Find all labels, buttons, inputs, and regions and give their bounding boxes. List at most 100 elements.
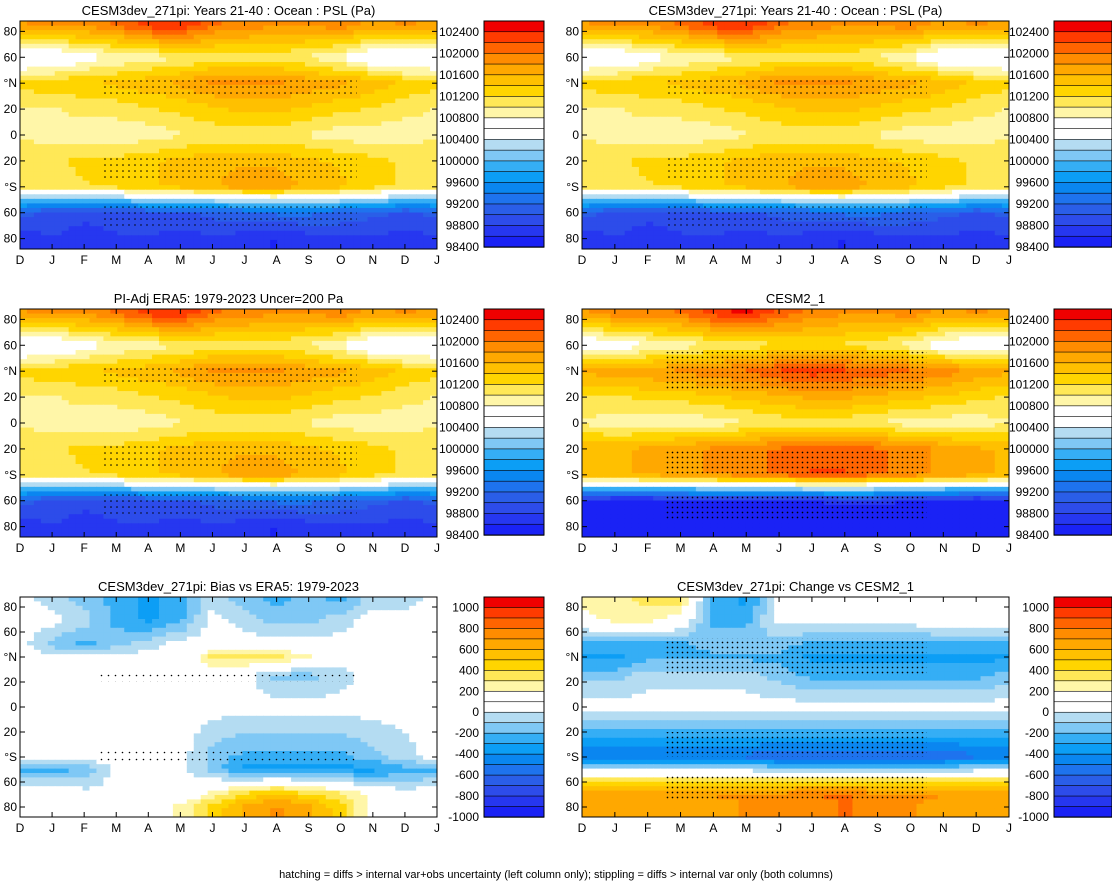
contour-cell xyxy=(159,66,167,72)
contour-cell xyxy=(200,103,209,109)
contour-cell xyxy=(207,239,216,246)
contour-cell xyxy=(695,21,704,27)
contour-cell xyxy=(40,116,49,122)
contour-cell xyxy=(731,148,740,154)
contour-cell xyxy=(40,244,49,249)
contour-cell xyxy=(430,153,437,159)
contour-cell xyxy=(304,107,313,113)
contour-cell xyxy=(33,153,42,159)
contour-cell xyxy=(888,116,896,122)
contour-cell xyxy=(277,139,285,145)
contour-cell xyxy=(774,93,782,100)
contour-cell xyxy=(959,93,967,100)
contour-cell xyxy=(40,212,49,218)
contour-cell xyxy=(270,30,278,36)
contour-cell xyxy=(859,135,868,141)
contour-cell xyxy=(298,103,306,109)
contour-cell xyxy=(360,107,369,113)
contour-cell xyxy=(207,21,216,27)
colorbar-label: 101200 xyxy=(439,89,479,103)
contour-cell xyxy=(866,98,875,104)
contour-cell xyxy=(26,89,35,95)
contour-cell xyxy=(277,25,285,31)
contour-cell xyxy=(214,194,223,200)
contour-cell xyxy=(859,139,868,145)
contour-cell xyxy=(291,93,299,100)
contour-cell xyxy=(47,194,56,200)
contour-cell xyxy=(660,93,668,100)
contour-cell xyxy=(284,130,292,136)
contour-cell xyxy=(235,116,243,122)
contour-cell xyxy=(823,30,832,36)
contour-cell xyxy=(674,71,683,77)
contour-cell xyxy=(110,30,118,36)
contour-cell xyxy=(353,157,362,163)
contour-cell xyxy=(96,130,104,136)
contour-cell xyxy=(186,185,195,191)
contour-cell xyxy=(695,130,704,136)
contour-cell xyxy=(980,66,989,72)
y-tick-label: 80 xyxy=(4,232,18,246)
contour-cell xyxy=(809,107,818,113)
contour-cell xyxy=(138,180,146,186)
contour-cell xyxy=(20,194,28,200)
contour-cell xyxy=(353,107,362,113)
contour-cell xyxy=(987,34,996,40)
contour-cell xyxy=(311,107,320,113)
contour-cell xyxy=(277,235,285,241)
contour-cell xyxy=(416,221,424,227)
contour-cell xyxy=(973,116,982,122)
contour-cell xyxy=(738,71,747,77)
contour-cell xyxy=(717,25,725,31)
contour-cell xyxy=(930,135,939,141)
contour-cell xyxy=(788,66,797,72)
contour-cell xyxy=(75,221,84,227)
contour-cell xyxy=(75,48,84,54)
contour-cell xyxy=(774,48,782,54)
contour-cell xyxy=(165,52,174,59)
contour-cell xyxy=(75,153,84,159)
contour-cell xyxy=(40,198,49,204)
contour-cell xyxy=(923,34,932,40)
contour-cell xyxy=(26,121,35,127)
contour-cell xyxy=(339,112,348,118)
contour-cell xyxy=(646,93,654,100)
contour-cell xyxy=(610,39,619,45)
contour-cell xyxy=(423,62,431,68)
contour-cell xyxy=(409,162,417,168)
contour-cell xyxy=(767,57,775,63)
contour-cell xyxy=(589,52,597,59)
contour-cell xyxy=(339,148,348,154)
contour-cell xyxy=(795,25,804,31)
contour-cell xyxy=(994,75,1003,81)
contour-cell xyxy=(695,116,704,122)
contour-cell xyxy=(96,48,104,54)
contour-cell xyxy=(33,52,42,59)
contour-cell xyxy=(249,226,257,232)
contour-cell xyxy=(304,57,313,63)
contour-cell xyxy=(902,21,910,27)
contour-cell xyxy=(332,25,341,31)
contour-cell xyxy=(117,230,125,236)
contour-cell xyxy=(423,43,431,49)
contour-cell xyxy=(638,71,647,77)
contour-cell xyxy=(959,112,967,118)
contour-cell xyxy=(831,30,839,36)
contour-cell xyxy=(235,93,243,100)
contour-cell xyxy=(200,203,209,209)
contour-cell xyxy=(388,217,396,223)
contour-cell xyxy=(845,57,854,63)
contour-cell xyxy=(944,130,953,136)
contour-cell xyxy=(235,239,243,246)
contour-cell xyxy=(423,221,431,227)
contour-cell xyxy=(26,75,35,81)
contour-cell xyxy=(702,39,711,45)
contour-cell xyxy=(610,153,619,159)
contour-cell xyxy=(221,30,230,36)
contour-cell xyxy=(402,125,410,132)
contour-cell xyxy=(994,80,1003,86)
contour-cell xyxy=(688,71,697,77)
contour-cell xyxy=(966,25,975,31)
contour-cell xyxy=(325,66,334,72)
contour-cell xyxy=(781,125,789,132)
